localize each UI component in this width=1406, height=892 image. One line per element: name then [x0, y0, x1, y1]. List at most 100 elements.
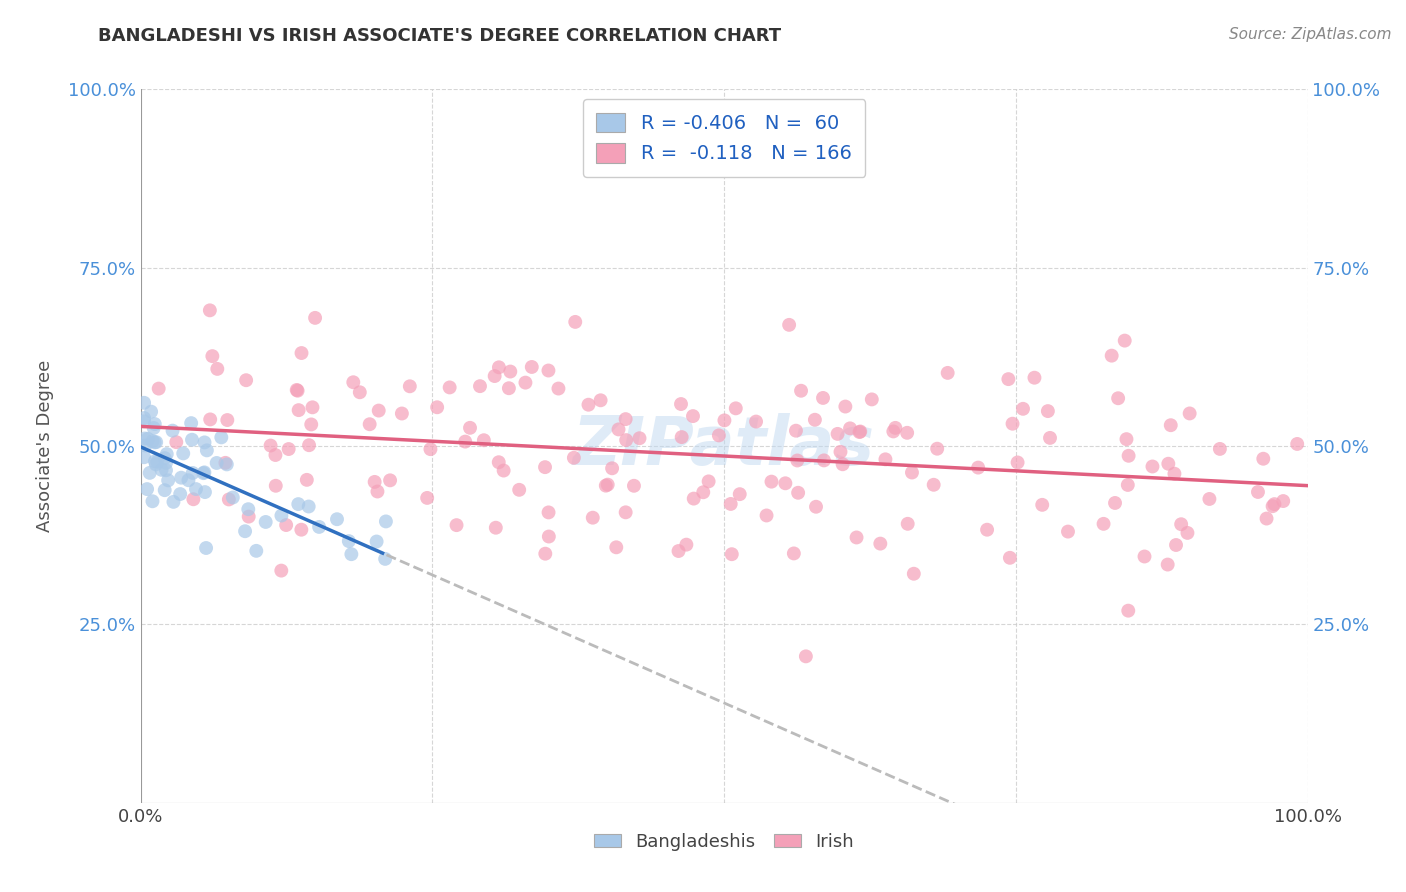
Point — [374, 515, 396, 529]
Point — [378, 473, 401, 487]
Point — [298, 438, 321, 452]
Point — [157, 474, 180, 488]
Point — [326, 512, 349, 526]
Point — [498, 381, 520, 395]
Y-axis label: Associate's Degree: Associate's Degree — [35, 359, 53, 533]
Point — [578, 398, 600, 412]
Point — [813, 453, 835, 467]
Point — [1116, 604, 1139, 618]
Point — [295, 473, 318, 487]
Point — [276, 518, 298, 533]
Point — [1115, 432, 1137, 446]
Point — [287, 384, 309, 398]
Point — [755, 508, 778, 523]
Point — [922, 477, 945, 491]
Point — [875, 452, 897, 467]
Point — [215, 458, 238, 472]
Point — [596, 477, 619, 491]
Point — [363, 475, 385, 489]
Point — [342, 376, 364, 390]
Point — [136, 482, 159, 496]
Point — [896, 425, 918, 440]
Point — [897, 516, 920, 531]
Point — [143, 435, 166, 450]
Point — [374, 552, 396, 566]
Point — [1133, 549, 1156, 564]
Point — [458, 421, 481, 435]
Point — [488, 360, 510, 375]
Point — [153, 483, 176, 498]
Point — [582, 510, 605, 524]
Point — [882, 425, 904, 439]
Point — [150, 463, 173, 477]
Point — [669, 397, 692, 411]
Point — [238, 502, 260, 516]
Point — [340, 547, 363, 561]
Point — [790, 384, 813, 398]
Point — [426, 401, 449, 415]
Point — [134, 432, 156, 446]
Point — [488, 455, 510, 469]
Point — [367, 403, 389, 417]
Point — [170, 471, 193, 485]
Point — [132, 396, 155, 410]
Point — [132, 450, 155, 465]
Point — [143, 454, 166, 468]
Point — [794, 649, 817, 664]
Point — [209, 430, 232, 444]
Point — [785, 424, 807, 438]
Point — [713, 413, 735, 427]
Point — [724, 401, 747, 416]
Point — [628, 431, 651, 445]
Point — [439, 380, 461, 394]
Point — [264, 448, 287, 462]
Text: ZIPatlas: ZIPatlas — [574, 413, 875, 479]
Point — [141, 494, 163, 508]
Point — [1198, 491, 1220, 506]
Point — [786, 453, 808, 467]
Point — [153, 451, 176, 466]
Point — [298, 500, 321, 514]
Point — [967, 460, 990, 475]
Point — [155, 456, 177, 470]
Point — [499, 365, 522, 379]
Point — [936, 366, 959, 380]
Point — [146, 455, 169, 469]
Point — [607, 422, 630, 436]
Point — [778, 318, 800, 332]
Point — [472, 434, 495, 448]
Point — [1160, 418, 1182, 433]
Point — [675, 538, 697, 552]
Point — [1256, 511, 1278, 525]
Point — [155, 463, 177, 477]
Point — [308, 520, 330, 534]
Point — [600, 461, 623, 475]
Point — [682, 491, 704, 506]
Point — [139, 405, 162, 419]
Point — [214, 456, 236, 470]
Point — [218, 492, 240, 507]
Point — [671, 430, 693, 444]
Point — [562, 450, 585, 465]
Point — [468, 379, 491, 393]
Point — [277, 442, 299, 456]
Point — [270, 508, 292, 523]
Point — [1107, 391, 1129, 405]
Point — [1263, 497, 1285, 511]
Point — [595, 478, 617, 492]
Point — [193, 435, 215, 450]
Point — [145, 435, 167, 450]
Point — [1104, 496, 1126, 510]
Text: Source: ZipAtlas.com: Source: ZipAtlas.com — [1229, 27, 1392, 42]
Point — [156, 447, 179, 461]
Point — [132, 411, 155, 425]
Point — [177, 473, 200, 487]
Point — [1101, 349, 1123, 363]
Point — [148, 382, 170, 396]
Point — [534, 460, 557, 475]
Point — [827, 426, 849, 441]
Point — [520, 359, 543, 374]
Point — [1261, 499, 1284, 513]
Point — [136, 432, 159, 446]
Point — [697, 475, 720, 489]
